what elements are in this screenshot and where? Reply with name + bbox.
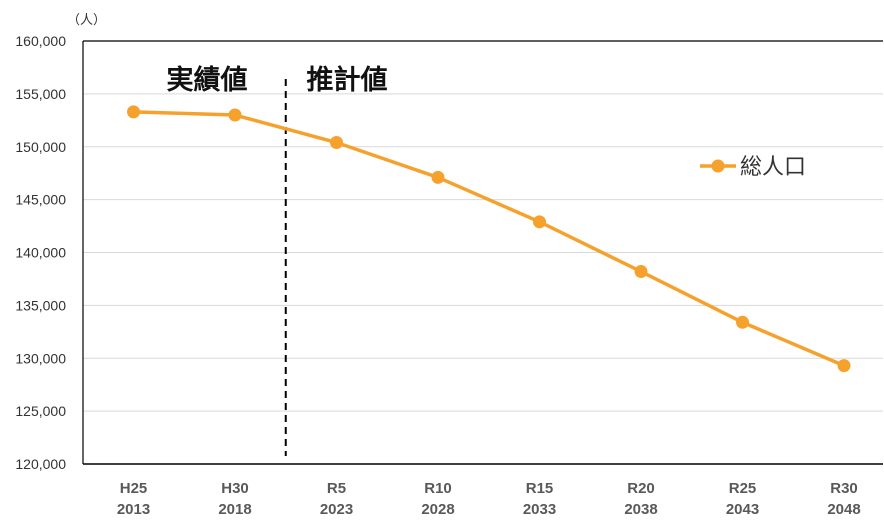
- x-tick-label: H25: [120, 480, 148, 497]
- series-total-population: [127, 105, 851, 373]
- x-tick-label: R25: [729, 480, 757, 497]
- y-tick-label: 155,000: [15, 86, 66, 102]
- gridlines: [83, 93, 883, 412]
- x-tick-year-label: 2038: [624, 501, 657, 518]
- y-tick-label: 120,000: [15, 456, 66, 472]
- data-point: [533, 215, 546, 229]
- y-tick-label: 145,000: [15, 192, 66, 208]
- series-line: [131, 110, 846, 368]
- x-tick-year-label: 2048: [827, 501, 860, 518]
- y-axis-unit-label: （人）: [67, 12, 106, 27]
- y-axis-tick-labels: 120,000 125,000 130,000 135,000 140,000 145,0…: [15, 33, 66, 472]
- y-tick-label: 140,000: [15, 245, 66, 261]
- x-tick-label: R15: [526, 480, 554, 497]
- x-tick-year-label: 2043: [726, 501, 759, 518]
- axes: [82, 40, 883, 465]
- x-tick-year-label: 2028: [421, 501, 454, 518]
- x-tick-label: R10: [424, 480, 452, 497]
- legend: 総人口: [700, 154, 806, 179]
- data-point: [736, 315, 749, 329]
- y-tick-label: 125,000: [15, 403, 66, 419]
- data-point: [634, 265, 648, 279]
- y-tick-label: 150,000: [15, 139, 66, 155]
- x-tick-label: R5: [327, 480, 346, 497]
- data-point: [228, 108, 242, 122]
- x-tick-year-label: 2033: [523, 501, 556, 518]
- y-tick-label: 135,000: [15, 297, 66, 313]
- legend-label: 総人口: [740, 154, 806, 179]
- annotation-actual-values: 実績値: [167, 64, 248, 95]
- data-point: [431, 170, 445, 184]
- x-tick-label: H30: [221, 480, 249, 497]
- x-axis-tick-labels: H25 2013 H30 2018 R5 2023 R10 2028 R15 2033 R20 203…: [117, 480, 861, 518]
- x-tick-label: R20: [627, 480, 655, 497]
- x-tick-year-label: 2023: [320, 501, 353, 518]
- data-point: [330, 136, 343, 150]
- annotation-projected-values: 推計値: [307, 64, 388, 95]
- x-tick-label: R30: [830, 480, 858, 497]
- legend-marker-swatch: [711, 159, 725, 173]
- data-point: [837, 359, 851, 373]
- y-tick-label: 160,000: [15, 33, 66, 49]
- y-tick-label: 130,000: [15, 350, 66, 366]
- x-tick-year-label: 2018: [218, 501, 251, 518]
- x-tick-year-label: 2013: [117, 501, 150, 518]
- data-point: [127, 105, 140, 119]
